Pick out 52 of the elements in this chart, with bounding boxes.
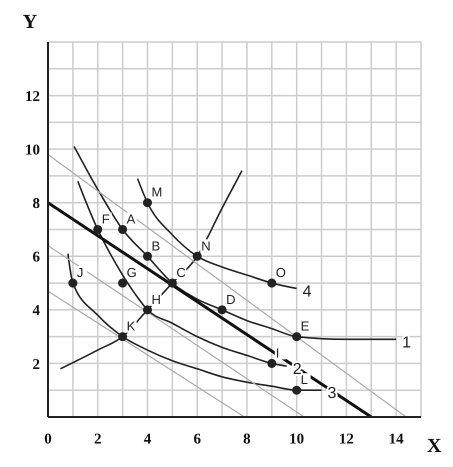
x-tick-label: 10 [289,432,304,448]
x-tick-label: 4 [144,432,152,448]
annotation: M [151,184,162,200]
x-axis-title: X [427,435,442,458]
point [142,305,152,314]
x-tick-label: 2 [94,432,102,448]
point [168,278,177,288]
x-tick-label: 6 [193,432,202,448]
annotation: K [126,318,136,334]
point [118,278,128,288]
point [142,252,152,261]
series-label: 1 [402,334,412,352]
point [267,358,276,368]
annotation: C [176,265,186,280]
annotation: B [151,238,160,254]
point [218,305,227,314]
annotation: H [151,292,161,307]
x-tick-label: 0 [44,432,52,448]
point [93,224,102,234]
y-tick-label: 6 [32,250,40,266]
annotation: L [300,372,308,388]
series-label: 4 [302,283,312,300]
point [292,386,302,395]
annotation: I [276,345,280,360]
annotation: G [126,265,137,280]
x-tick-label: 14 [388,432,404,448]
line-series [73,146,397,340]
y-tick-label: 8 [32,196,40,212]
point [142,198,152,208]
y-tick-label: 4 [32,303,40,320]
y-tick-label: 12 [25,88,40,105]
point [267,278,276,288]
point [292,332,302,342]
point [118,332,128,342]
line-series [60,170,243,370]
point [192,252,202,261]
x-tick-label: 12 [338,432,354,448]
point [68,278,78,288]
point [118,224,128,234]
line-series [136,178,298,290]
annotation: N [201,238,211,254]
annotation: A [126,212,136,226]
x-tick-label: 8 [243,432,251,448]
annotation: J [76,265,84,280]
line-series [77,180,288,367]
annotation: E [300,318,310,334]
y-axis-title: Y [22,11,38,33]
annotation: D [226,292,236,307]
y-tick-label: 10 [25,142,40,158]
annotation: F [102,212,110,226]
annotation: O [276,265,286,280]
y-tick-label: 2 [32,356,40,373]
